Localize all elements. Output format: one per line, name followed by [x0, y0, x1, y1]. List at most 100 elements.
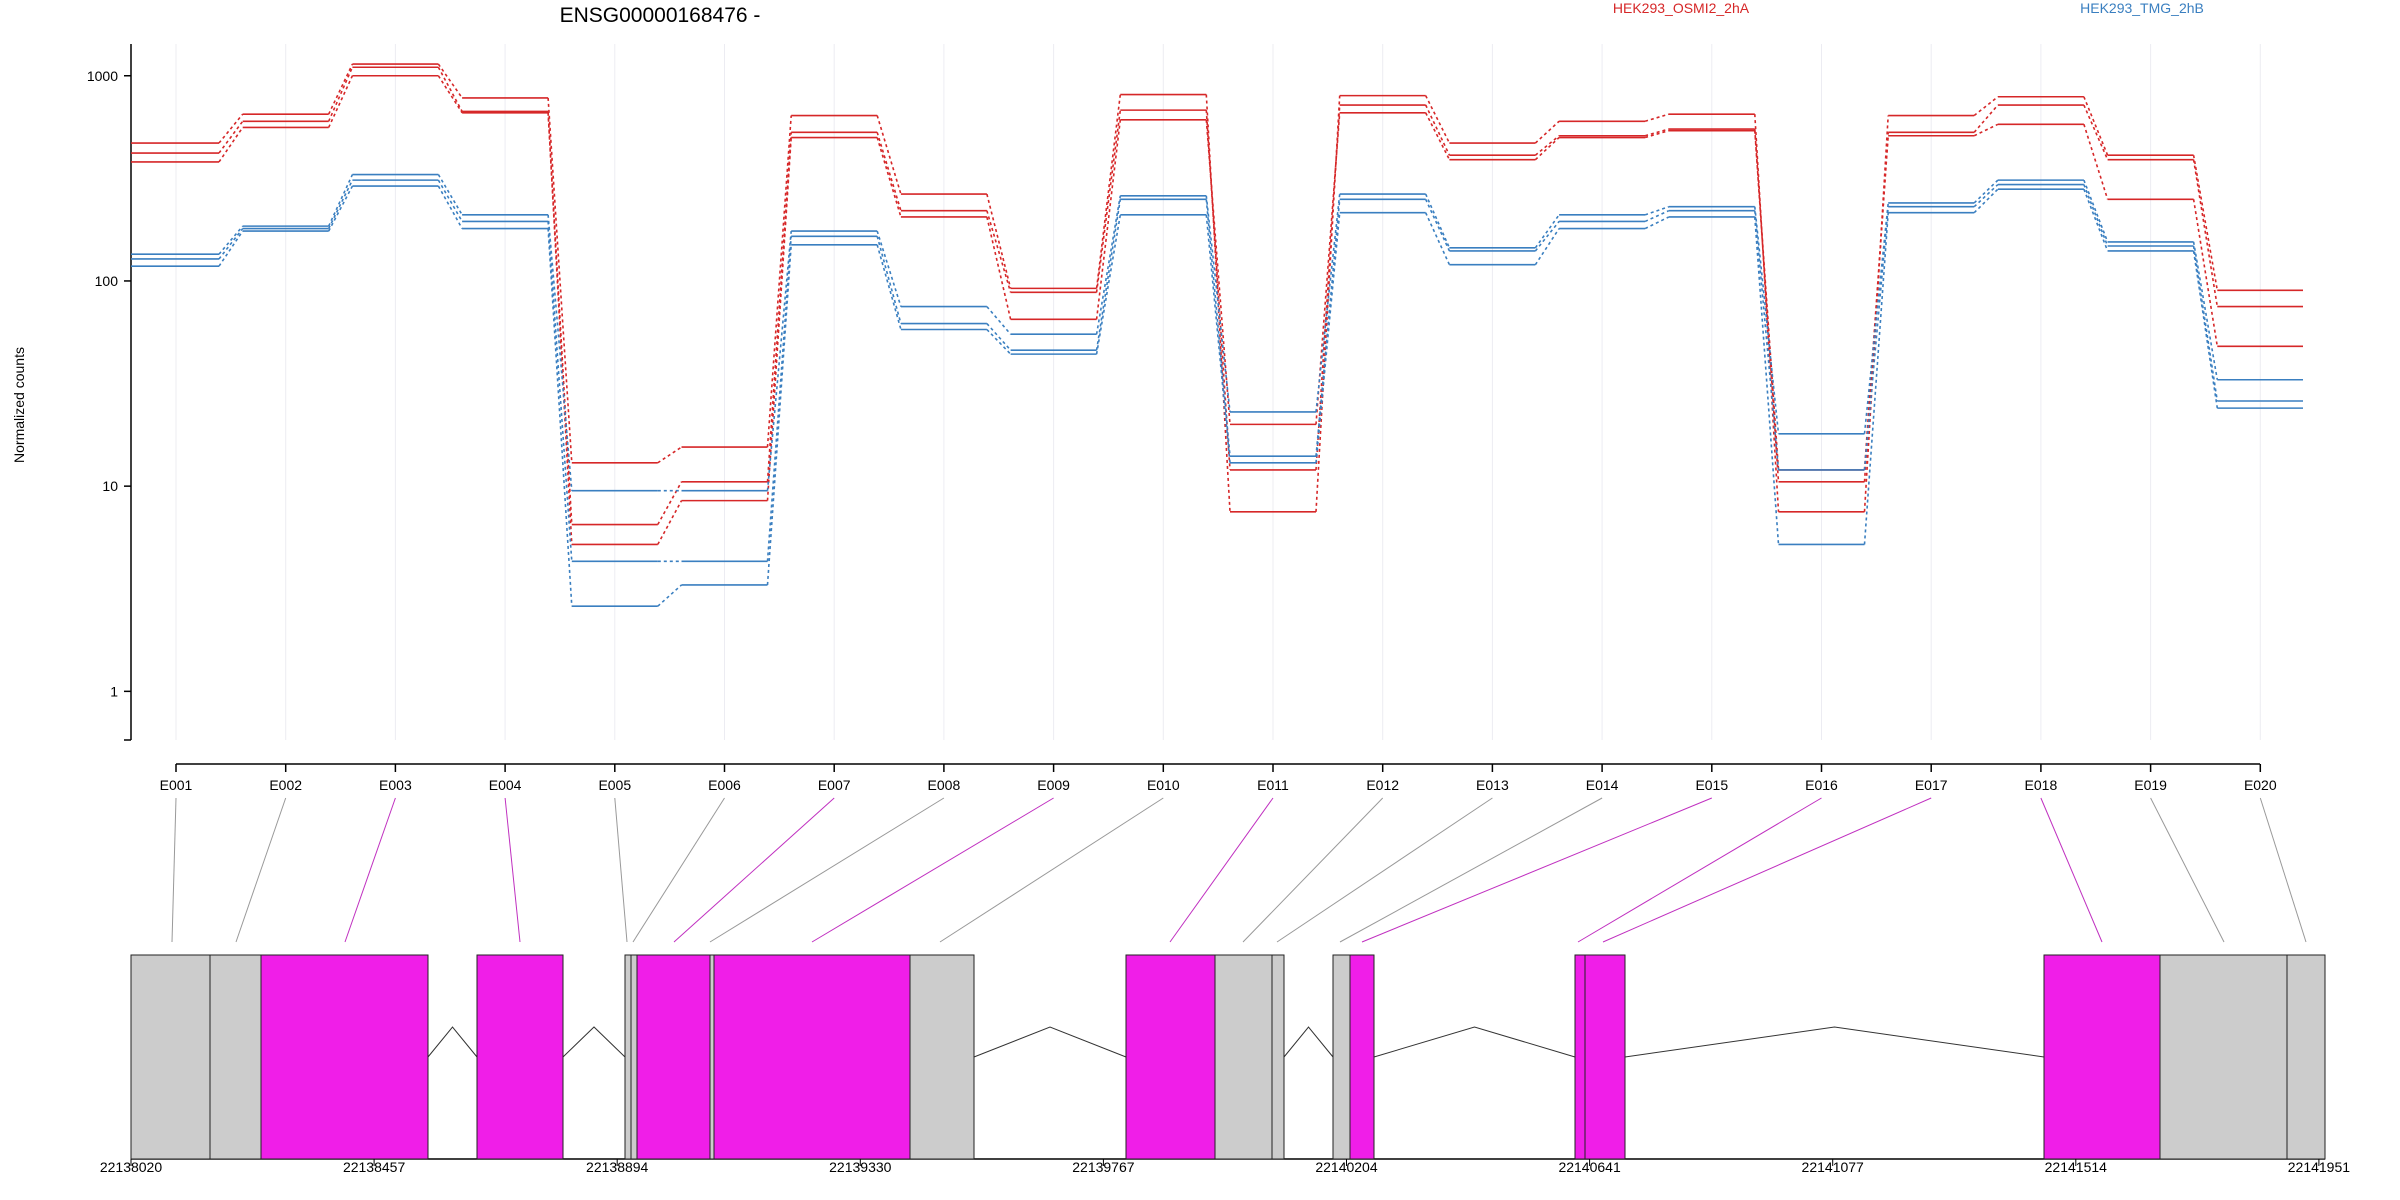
series-connector — [986, 210, 1012, 293]
series-connector — [547, 221, 573, 562]
series-connector — [2083, 96, 2109, 156]
x-axis-ticks: E001 E002 E003 E004 E005 E006 E007 E008 E009 E010… — [160, 764, 2277, 793]
x-tick-label-E006: E006 — [708, 777, 741, 793]
exon-box — [630, 954, 638, 1160]
x-tick-label-E010: E010 — [1147, 777, 1180, 793]
series-tmg-2 — [131, 179, 2303, 563]
x-tick-label-E012: E012 — [1366, 777, 1399, 793]
series-connector — [1315, 199, 1341, 457]
series-connector — [1973, 183, 1999, 208]
exon-box — [209, 954, 262, 1160]
x-tick-label-E002: E002 — [269, 777, 302, 793]
series-tmg-1 — [131, 173, 2303, 492]
x-tick-label-E001: E001 — [160, 777, 193, 793]
genomic-coordinate-ticks: 22138020 22138457 22138894 22139330 22139767… — [100, 1159, 2350, 1175]
series-connector — [766, 231, 792, 491]
exon-connector-E011 — [1169, 797, 1274, 943]
series-connector — [986, 216, 1012, 320]
x-tick-label-E013: E013 — [1476, 777, 1509, 793]
genomic-tick-label: 22138457 — [343, 1159, 406, 1175]
series-connector — [1095, 214, 1122, 355]
series-connector — [327, 66, 354, 122]
series-connector — [547, 97, 573, 463]
exon-connector-E006 — [632, 797, 725, 943]
series-connector — [437, 185, 463, 229]
intron-line — [1283, 1026, 1334, 1058]
x-tick-label-E020: E020 — [2244, 777, 2277, 793]
series-connector — [1644, 129, 1670, 139]
series-connector — [876, 236, 902, 324]
intron-line — [1373, 1026, 1576, 1058]
y-axis-label: Normalized counts — [11, 347, 27, 463]
exon-box — [130, 954, 211, 1160]
series-connector — [1424, 193, 1451, 249]
series-connector — [657, 481, 683, 525]
series-connector — [327, 63, 354, 115]
series-connector — [1754, 216, 1780, 545]
gridlines — [175, 44, 2261, 740]
exon-box — [636, 954, 711, 1160]
x-tick-label-E018: E018 — [2025, 777, 2058, 793]
genomic-tick-label: 22141951 — [2288, 1159, 2351, 1175]
series-connector — [766, 115, 792, 448]
intron-line — [427, 1026, 478, 1058]
series-connector — [2192, 159, 2219, 307]
x-tick-label-E011: E011 — [1257, 777, 1289, 793]
x-tick-label-E005: E005 — [598, 777, 631, 793]
exon-connector-E015 — [1361, 797, 1712, 943]
series-connector — [1644, 216, 1670, 230]
series-connector — [1424, 198, 1451, 252]
x-tick-label-E014: E014 — [1586, 777, 1619, 793]
series-connector — [986, 323, 1012, 351]
series-connector — [1205, 94, 1231, 512]
exon-connector-E013 — [1276, 797, 1493, 943]
exon-box — [909, 954, 975, 1160]
series-connector — [1095, 94, 1122, 289]
series-connector — [766, 244, 792, 586]
exon-box — [624, 954, 632, 1160]
series-connector — [1424, 95, 1451, 144]
legend-entry-tmg: HEK293_TMG_2hB — [2080, 0, 2204, 16]
x-tick-label-E017: E017 — [1915, 777, 1948, 793]
exon-connectors — [171, 797, 2307, 943]
exon-box — [260, 954, 429, 1160]
series-connector — [1534, 135, 1560, 156]
x-tick-label-E009: E009 — [1037, 777, 1070, 793]
series-connector — [327, 179, 354, 229]
series-connector — [2083, 104, 2109, 160]
series-connector — [2083, 124, 2109, 200]
series-connector — [1973, 96, 1999, 117]
exon-connector-E018 — [2040, 797, 2103, 943]
y-tick-label: 1000 — [87, 68, 118, 84]
series-connector — [2192, 155, 2219, 291]
exon-connector-E001 — [171, 797, 177, 943]
intron-line — [562, 1026, 626, 1058]
series-connector — [876, 115, 902, 195]
series-connector — [1644, 205, 1670, 216]
x-tick-label-E016: E016 — [1805, 777, 1838, 793]
series-connector — [1973, 179, 1999, 204]
y-tick-label: 100 — [95, 273, 119, 289]
series-lines — [131, 63, 2303, 607]
series-connector — [2192, 241, 2219, 380]
genomic-tick-label: 22138894 — [586, 1159, 649, 1175]
genomic-tick-label: 22141514 — [2045, 1159, 2108, 1175]
exon-connector-E017 — [1602, 797, 1932, 943]
y-axis-ticks: 1 10 100 1000 — [87, 68, 131, 741]
series-connector — [2192, 199, 2219, 347]
series-connector — [657, 584, 683, 607]
exon-connector-E002 — [235, 797, 287, 943]
exon-connector-E014 — [1339, 797, 1603, 943]
series-connector — [327, 185, 354, 232]
exon-connector-E003 — [344, 797, 396, 943]
series-connector — [1315, 112, 1341, 425]
series-connector — [2083, 179, 2109, 243]
series-connector — [1644, 128, 1670, 137]
exon-connector-E012 — [1242, 797, 1384, 943]
series-connector — [1644, 209, 1670, 223]
exon-connector-E007 — [673, 797, 835, 943]
axes — [130, 44, 2260, 765]
exon-box — [476, 954, 564, 1160]
series-connector — [218, 230, 244, 267]
series-connector — [1973, 188, 1999, 214]
